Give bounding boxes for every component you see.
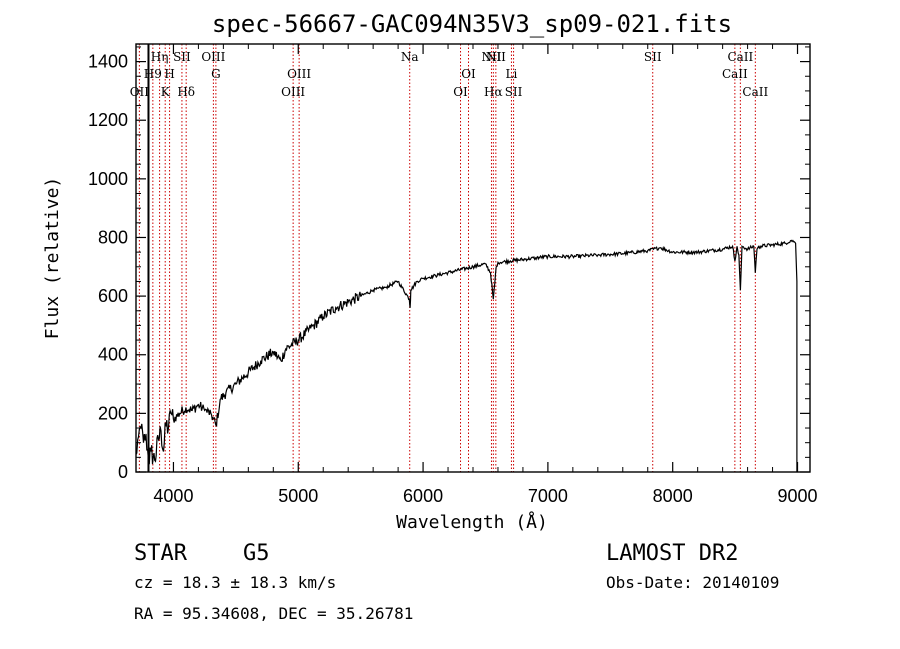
plot-frame [135,43,811,473]
spectral-line-labels: OII H9 Hη KH SII Hδ OIII G OIII OIII Na OI OI NII Hα NI… [130,50,769,99]
line-label-22: CaII [742,85,768,99]
line-label-5: SII [173,50,191,64]
line-label-17: Li [506,67,518,81]
line-label-2: Hη [151,50,169,64]
line-label-19: SII [644,50,662,64]
coordinates-text: RA = 95.34608, DEC = 35.26781 [134,604,413,623]
line-label-13: OI [461,67,476,81]
x-tick-labels: 4000 5000 6000 7000 8000 9000 [153,486,817,506]
y-tick-label-5: 1000 [88,169,128,189]
x-tick-label-1: 5000 [278,486,318,506]
redshift-text: cz = 18.3 ± 18.3 km/s [134,573,336,592]
line-label-14: NII [481,50,501,64]
x-tick-label-4: 8000 [653,486,693,506]
line-label-12: OI [453,85,468,99]
object-subclass: G5 [243,541,270,566]
survey-name: LAMOST DR2 [606,541,738,566]
y-tick-labels: 0 200 400 600 800 1000 1200 1400 [88,52,128,482]
line-label-7: OIII [201,50,225,64]
line-label-8: G [211,67,221,81]
x-tick-label-2: 6000 [403,486,443,506]
line-label-21: CaII [727,50,753,64]
line-label-20: CaII [722,67,748,81]
y-axis-label: Flux (relative) [42,177,63,340]
y-tick-label-7: 1400 [88,52,128,72]
x-tick-label-5: 9000 [777,486,817,506]
spectrum-series-line [135,239,798,472]
x-tick-label-3: 7000 [528,486,568,506]
line-label-0: OII [130,85,150,99]
line-label-18: SII [505,85,523,99]
object-class: STAR [134,541,188,566]
axis-ticks [136,44,810,473]
line-label-9: OIII [281,85,305,99]
y-tick-label-2: 400 [98,345,128,365]
line-label-10: OIII [287,67,311,81]
y-tick-label-4: 800 [98,227,128,247]
line-label-11: Na [401,50,419,64]
line-label-1: H9 [144,67,162,81]
obs-date-text: Obs-Date: 20140109 [606,573,779,592]
line-label-6: Hδ [177,85,195,99]
y-tick-label-1: 200 [98,403,128,423]
y-tick-label-0: 0 [118,462,128,482]
line-label-15: Hα [484,85,503,99]
x-tick-label-0: 4000 [153,486,193,506]
y-tick-label-6: 1200 [88,110,128,130]
x-axis-label: Wavelength (Å) [396,511,548,533]
line-label-4: H [164,67,174,81]
chart-title: spec-56667-GAC094N35V3_sp09-021.fits [212,10,732,38]
line-label-3: K [161,85,171,99]
y-tick-label-3: 600 [98,286,128,306]
spectral-line-markers [138,44,756,472]
line-label-16: NII [486,50,506,64]
